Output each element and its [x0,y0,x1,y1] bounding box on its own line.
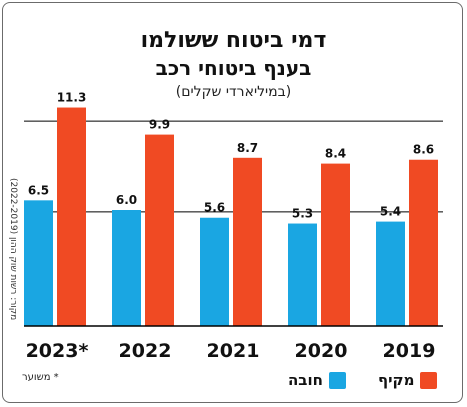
data-label-makif-1: 9.9 [149,118,170,132]
data-label-makif-0: 11.3 [57,91,87,105]
legend-swatch-hova [328,371,346,389]
bar-hova-0 [24,200,53,326]
data-label-makif-2: 8.7 [237,141,258,155]
category-label-0: 2023* [26,340,89,362]
category-label-1: 2022 [119,340,172,362]
data-label-makif-3: 8.4 [325,147,346,161]
category-label-4: 2019 [383,340,436,362]
bar-hova-1 [112,210,141,326]
legend-item-hova: חובה [288,370,346,390]
bar-hova-2 [200,217,229,326]
bar-makif-0 [57,107,86,327]
footnote: * משוער [22,372,59,383]
data-label-hova-1: 6.0 [116,193,137,207]
bar-makif-1 [145,134,174,326]
bar-makif-4 [409,159,438,326]
bar-hova-3 [288,223,317,326]
data-label-hova-2: 5.6 [204,201,225,215]
data-label-makif-4: 8.6 [413,143,434,157]
bar-makif-3 [321,163,350,326]
legend-label-hova: חובה [288,371,323,389]
category-label-3: 2020 [295,340,348,362]
legend-swatch-makif [420,371,438,389]
bar-makif-2 [233,157,262,326]
chart-subtitle: (במיליארדי שקלים) [175,84,292,100]
source-note: מקור: רשות שוק ההון (2022-2019) [8,177,18,320]
data-label-hova-0: 6.5 [28,183,49,197]
bar-hova-4 [376,221,405,326]
chart-title-line1: דמי ביטוח ששולמו [140,28,327,53]
data-label-hova-4: 5.4 [380,205,401,219]
data-label-hova-3: 5.3 [292,207,313,221]
legend-label-makif: מקיף [378,371,415,389]
chart-title-line2: בענף ביטוחי רכב [155,56,312,80]
category-label-2: 2021 [207,340,260,362]
legend-item-makif: מקיף [378,370,438,390]
